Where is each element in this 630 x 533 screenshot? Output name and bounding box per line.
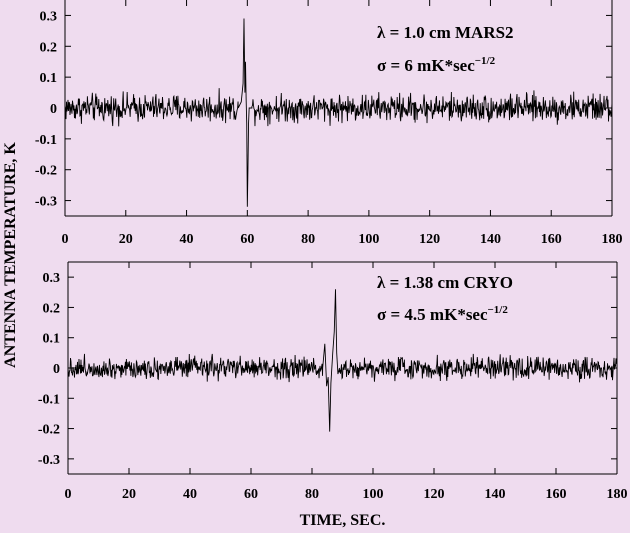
x-tick-label: 120 [424, 487, 445, 502]
x-tick-label: 100 [363, 487, 384, 502]
x-tick-label: 80 [305, 487, 319, 502]
x-tick-label: 0 [62, 232, 69, 247]
y-tick-label: 0.3 [40, 9, 58, 24]
y-tick-label: -0.3 [35, 195, 57, 210]
x-tick-label: 60 [240, 232, 254, 247]
series-line [64, 18, 613, 207]
series-line [67, 289, 618, 432]
y-tick-label: -0.2 [35, 164, 57, 179]
y-tick-label: 0.2 [43, 301, 61, 316]
annotation-sigma: σ = 6 mK*sec−1/2 [377, 55, 496, 75]
y-tick-label: -0.1 [38, 392, 60, 407]
y-tick-label: 0 [53, 362, 60, 377]
annotation-sigma-exponent: −1/2 [488, 304, 509, 316]
x-tick-label: 160 [546, 487, 567, 502]
y-tick-label: -0.3 [38, 453, 60, 468]
x-tick-label: 120 [419, 232, 440, 247]
annotation-sigma-exponent: −1/2 [475, 55, 496, 67]
annotation-sigma-base: σ = 4.5 mK*sec [377, 305, 488, 324]
annotation-sigma: σ = 4.5 mK*sec−1/2 [377, 304, 508, 324]
y-axis-title: ANTENNA TEMPERATURE, K [2, 142, 19, 368]
x-tick-label: 140 [480, 232, 501, 247]
panel-2: 0 20 40 60 80 100 120 140 160 180 0.3 0.2 0.1 0 -0.1 -0… [38, 261, 628, 529]
y-tick-label: -0.2 [38, 423, 60, 438]
y-tick-label: 0.1 [43, 332, 61, 347]
x-tick-label: 20 [122, 487, 136, 502]
x-tick-label: 140 [485, 487, 506, 502]
x-tick-label: 160 [541, 232, 562, 247]
x-tick-label: 0 [65, 487, 72, 502]
x-tick-label: 40 [180, 232, 194, 247]
y-tick-label: 0 [50, 102, 57, 117]
y-tick-label: 0.1 [40, 71, 58, 86]
x-axis-title: TIME, SEC. [300, 512, 386, 529]
annotation-wavelength: λ = 1.38 cm CRYO [377, 273, 513, 292]
x-tick-label: 20 [119, 232, 133, 247]
x-tick-label: 40 [183, 487, 197, 502]
x-tick-label: 80 [301, 232, 315, 247]
x-tick-label: 60 [244, 487, 258, 502]
y-tick-label: 0.3 [43, 271, 61, 286]
x-tick-label: 100 [358, 232, 379, 247]
x-tick-label: 180 [602, 232, 623, 247]
y-tick-label: 0.2 [40, 40, 58, 55]
annotation-wavelength: λ = 1.0 cm MARS2 [377, 23, 514, 42]
annotation-sigma-base: σ = 6 mK*sec [377, 56, 475, 75]
panel-1: 0 20 40 60 80 100 120 140 160 180 0.3 0.2 0.1 0 -0.1 -0… [35, 0, 623, 247]
x-tick-label: 180 [607, 487, 628, 502]
y-tick-label: -0.1 [35, 133, 57, 148]
